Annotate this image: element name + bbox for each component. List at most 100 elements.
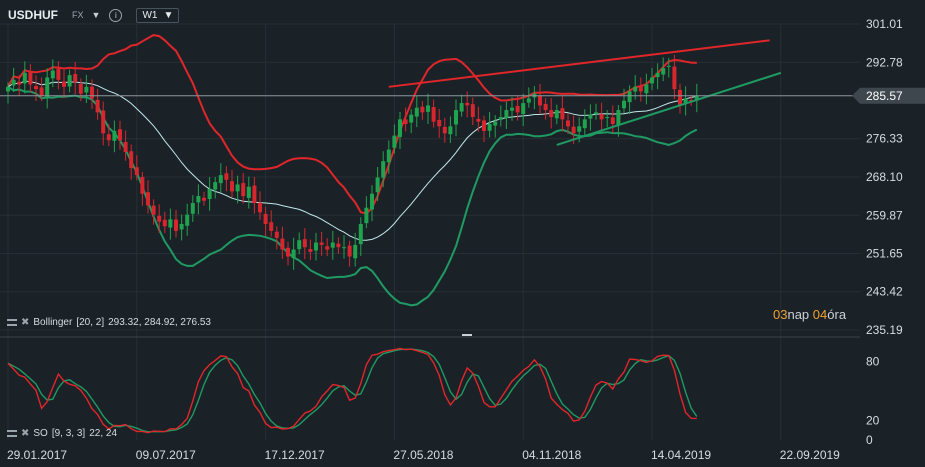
candle-body [650, 77, 654, 84]
candle-body [118, 129, 122, 141]
candle-body [661, 68, 666, 75]
candle-body [392, 135, 397, 148]
candle-body [246, 186, 251, 198]
candle-body [235, 184, 240, 192]
candle-body [655, 72, 660, 78]
price-panel[interactable] [0, 34, 860, 307]
candle-body [157, 215, 162, 222]
indicator-settings-icon[interactable] [7, 430, 17, 437]
candle-body [90, 86, 94, 99]
so-params: [9, 3, 3] [51, 428, 86, 439]
symbol-dropdown-icon[interactable]: ▼ [91, 10, 101, 20]
bollinger-lower-line [7, 85, 698, 307]
candle-body [314, 242, 318, 251]
red-trend-line [388, 39, 770, 88]
candle-body [112, 130, 117, 141]
candle-body [207, 189, 212, 200]
so-k-line [7, 347, 697, 434]
candle-body [39, 87, 44, 97]
y-tick-label: 243.42 [866, 285, 903, 299]
candle-body [498, 117, 503, 120]
y-tick-label: 259.87 [866, 208, 903, 222]
y-tick-label: 235.19 [866, 323, 903, 337]
so-y-tick-label: 0 [866, 433, 873, 447]
candle-body [258, 202, 262, 213]
info-icon[interactable]: i [109, 8, 123, 22]
so-y-tick-label: 20 [866, 413, 880, 427]
candle-body [224, 173, 229, 180]
candle-body [353, 244, 358, 259]
y-tick-label: 251.65 [866, 246, 903, 260]
symbol-label[interactable]: USDHUF [8, 8, 58, 22]
y-tick-label: 292.78 [866, 55, 903, 69]
candle-body [493, 121, 498, 126]
countdown-days: 03 [773, 307, 788, 322]
candle-body [50, 70, 55, 79]
candle-body [560, 108, 565, 120]
candle-body [689, 99, 694, 101]
candle-body [101, 110, 106, 134]
candle-body [459, 103, 464, 112]
candle-body [571, 126, 576, 134]
candle-body [577, 126, 582, 132]
candle-body [638, 85, 643, 92]
candle-body [308, 249, 313, 252]
candle-body [151, 205, 156, 215]
candle-body [420, 106, 425, 113]
candle-body [414, 107, 419, 117]
timeframe-select[interactable]: W1 ▼ [136, 7, 180, 23]
remove-indicator-icon[interactable]: ✖ [21, 317, 30, 328]
price-tag-label: 285.57 [866, 89, 903, 103]
so-legend: ✖ SO [9, 3, 3] 22, 24 [7, 428, 117, 439]
candle-body [185, 214, 190, 226]
candle-body [28, 72, 33, 85]
candle-body [426, 105, 430, 112]
candle-body [269, 222, 274, 231]
candle-body [476, 118, 481, 122]
panel-resize-handle[interactable] [462, 334, 472, 336]
candle-body [62, 81, 66, 87]
candle-body [375, 177, 380, 193]
countdown-days-unit: nap [787, 307, 810, 322]
indicator-settings-icon[interactable] [7, 319, 17, 326]
y-tick-label: 301.01 [866, 17, 903, 31]
so-values: 22, 24 [89, 428, 118, 439]
x-tick-label: 17.12.2017 [265, 448, 325, 462]
candle-body [134, 167, 139, 176]
candle-body [437, 119, 442, 127]
green-trend-line [556, 71, 782, 146]
x-tick-label: 22.09.2019 [780, 448, 840, 462]
y-tick-label: 268.10 [866, 170, 903, 184]
x-tick-label: 14.04.2019 [651, 448, 711, 462]
remove-indicator-icon[interactable]: ✖ [21, 428, 30, 439]
price-tag [852, 87, 925, 104]
candle-body [330, 242, 335, 248]
candle-body [84, 86, 89, 93]
candle-body [297, 240, 302, 250]
candle-body [694, 95, 699, 101]
candle-body [543, 103, 548, 111]
candle-body [448, 126, 453, 135]
candle-body [510, 107, 514, 111]
candle-body [526, 98, 531, 103]
candle-body [465, 102, 470, 106]
stochastic-panel[interactable] [7, 347, 698, 434]
candle-body [364, 207, 369, 224]
candle-body [588, 114, 593, 119]
candle-body [381, 161, 386, 178]
candle-body [409, 114, 414, 123]
candle-body [370, 193, 374, 210]
candle-body [482, 120, 486, 131]
candle-body [196, 196, 201, 203]
candle-body [666, 65, 671, 67]
chart-toolbar: USDHUF FX ▼ i W1 ▼ [0, 0, 925, 30]
candle-body [605, 117, 610, 119]
candle-body [274, 231, 279, 238]
candle-body [538, 95, 542, 106]
y-tick-label: 276.33 [866, 132, 903, 146]
candle-body [582, 119, 587, 129]
so-y-tick-label: 80 [866, 355, 880, 369]
bollinger-name: Bollinger [33, 317, 73, 328]
candle-body [230, 181, 234, 192]
